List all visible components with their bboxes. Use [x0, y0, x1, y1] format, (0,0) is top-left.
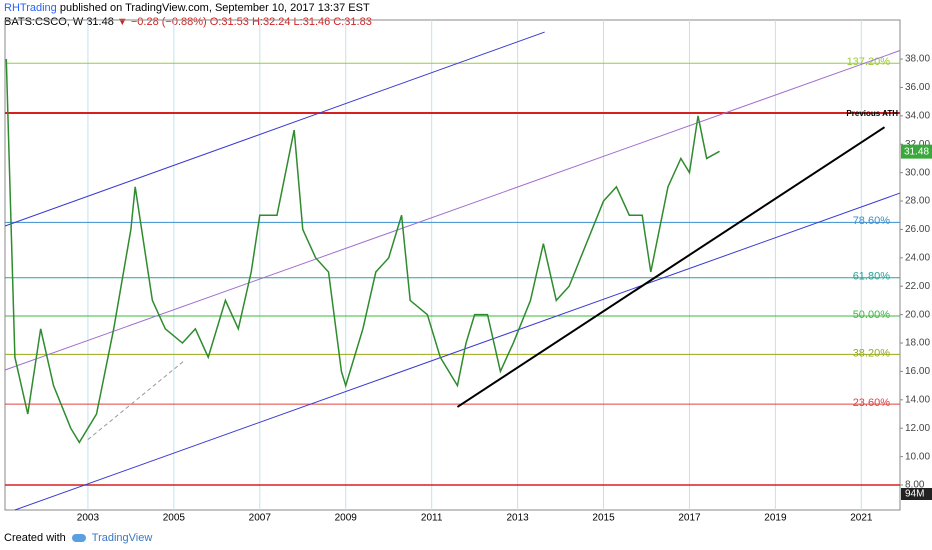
y-tick-label: 34.00 [905, 110, 930, 121]
y-tick-label: 26.00 [905, 224, 930, 235]
y-tick-label: 10.00 [905, 451, 930, 462]
y-tick-label: 12.00 [905, 423, 930, 434]
x-tick-label: 2011 [421, 513, 443, 524]
trendline [4, 31, 545, 227]
trendline [14, 192, 901, 511]
y-tick-label: 18.00 [905, 338, 930, 349]
y-tick-label: 28.00 [905, 196, 930, 207]
ath-label: Previous ATH [846, 109, 898, 118]
header-line: RHTrading published on TradingView.com, … [4, 2, 370, 14]
y-tick-label: 36.00 [905, 82, 930, 93]
y-tick-label: 22.00 [905, 281, 930, 292]
fib-label: 38.20% [853, 347, 891, 359]
y-tick-label: 38.00 [905, 54, 930, 65]
ohlc: O:31.53 H:32.24 L:31.46 C:31.83 [209, 16, 372, 28]
last-price-label: 31.48 [904, 146, 929, 157]
trendline [456, 126, 886, 408]
published: published on TradingView.com, September … [59, 2, 370, 14]
x-tick-label: 2015 [592, 513, 615, 524]
x-tick-label: 2003 [77, 513, 100, 524]
plot-frame [4, 19, 901, 511]
x-tick-label: 2021 [850, 513, 873, 524]
fib-label: 23.60% [853, 397, 891, 409]
y-tick-label: 24.00 [905, 252, 930, 263]
logo [71, 534, 86, 542]
change: ▼ −0.28 (−0.88%) [116, 16, 207, 28]
x-tick-label: 2007 [249, 513, 272, 524]
volume-tag [901, 488, 932, 500]
fib-label: 61.80% [853, 271, 891, 283]
volume-label: 94M [905, 489, 924, 500]
trendline [4, 50, 901, 371]
x-tick-label: 2005 [163, 513, 186, 524]
brand[interactable]: TradingView [91, 532, 153, 544]
author: RHTrading [4, 2, 57, 14]
trendline [87, 359, 186, 440]
fib-label: 78.60% [853, 215, 891, 227]
x-tick-label: 2009 [335, 513, 358, 524]
x-tick-label: 2013 [506, 513, 529, 524]
fib-label: 50.00% [853, 309, 891, 321]
symbol-line: BATS:CSCO, W 31.48 ▼ −0.28 (−0.88%) O:31… [4, 16, 372, 28]
last-price-tag [901, 144, 932, 159]
y-tick-label: 30.00 [905, 167, 930, 178]
footer: Created with TradingView [4, 530, 152, 546]
symbol: BATS:CSCO, W [4, 16, 84, 28]
y-tick-label: 32.00 [905, 139, 930, 150]
y-tick-label: 20.00 [905, 309, 930, 320]
created-with: Created with [4, 532, 66, 544]
x-tick-label: 2019 [764, 513, 787, 524]
y-tick-label: 14.00 [905, 394, 930, 405]
last: 31.48 [86, 16, 114, 28]
x-tick-label: 2017 [678, 513, 701, 524]
y-tick-label: 8.00 [905, 480, 925, 491]
chart: 2003 2005 2007 2009 2011 2013 2015 2017 2019 2021… [4, 19, 932, 524]
y-tick-label: 16.00 [905, 366, 930, 377]
price-line [5, 59, 720, 444]
